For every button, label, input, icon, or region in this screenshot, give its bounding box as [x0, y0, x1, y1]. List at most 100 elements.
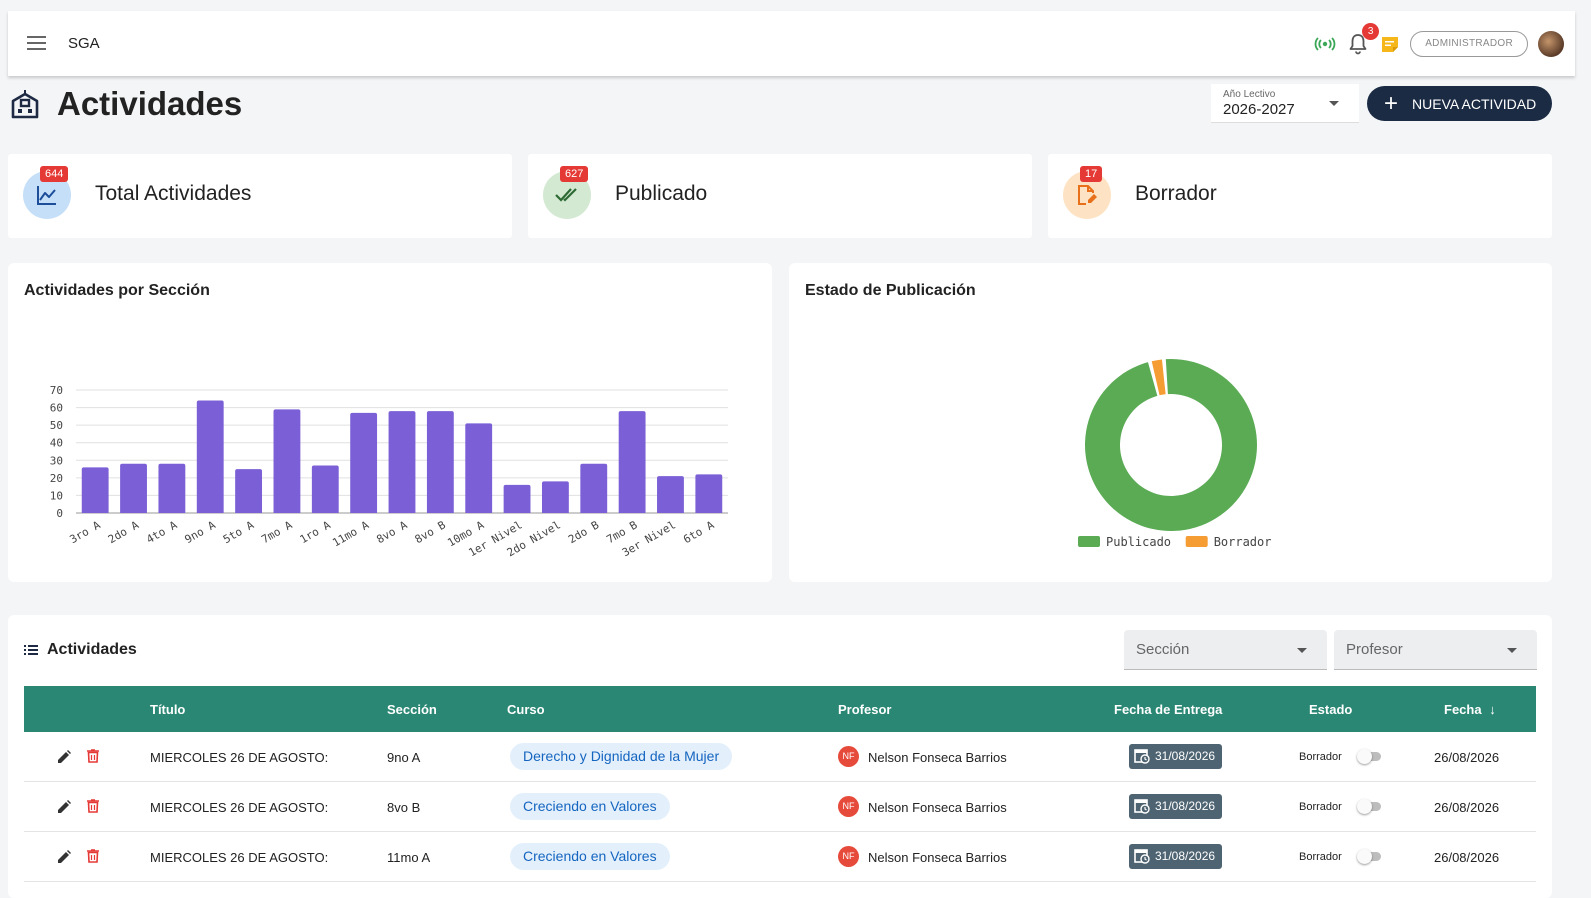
bar[interactable] — [388, 411, 416, 513]
stat-count-badge: 627 — [560, 166, 589, 182]
topbar-actions: 3 ADMINISTRADOR — [1314, 23, 1564, 59]
x-tick-label: 3ro A — [67, 518, 103, 546]
school-year-label: Año Lectivo — [1223, 89, 1276, 100]
bar[interactable] — [350, 412, 378, 513]
bar[interactable] — [235, 469, 263, 513]
pencil-icon[interactable] — [57, 750, 71, 764]
section-filter-label: Sección — [1136, 641, 1190, 658]
bar[interactable] — [311, 465, 339, 513]
trash-icon[interactable] — [87, 799, 99, 813]
stat-label: Borrador — [1135, 182, 1217, 205]
x-tick-label: 8vo A — [374, 518, 410, 546]
x-tick-label: 8vo B — [413, 518, 449, 546]
col-course[interactable]: Curso — [507, 702, 545, 717]
stat-card-total: 644 Total Actividades — [8, 154, 512, 238]
table-row: MIERCOLES 26 DE AGOSTO: 9no A Derecho y … — [24, 732, 1536, 782]
y-tick-label: 40 — [50, 437, 63, 450]
broadcast-icon[interactable] — [1314, 37, 1336, 51]
y-tick-label: 10 — [50, 489, 63, 502]
course-chip[interactable]: Creciendo en Valores — [510, 793, 670, 820]
due-date: 31/08/2026 — [1155, 799, 1216, 813]
bar[interactable] — [465, 423, 493, 513]
col-teacher[interactable]: Profesor — [838, 702, 892, 717]
row-section: 9no A — [387, 750, 421, 765]
notifications-button[interactable]: 3 — [1346, 23, 1380, 56]
bar-chart: 0 10 20 30 40 50 60 70 3ro A 2do A 4to A 9no A 5to A… — [50, 384, 728, 559]
chevron-down-icon — [1297, 648, 1307, 653]
publish-toggle[interactable] — [1357, 799, 1383, 814]
school-year-select[interactable]: Año Lectivo 2026-2027 — [1211, 84, 1359, 123]
y-tick-label: 30 — [50, 454, 63, 467]
trash-icon[interactable] — [87, 849, 99, 863]
pencil-icon[interactable] — [57, 800, 71, 814]
row-section: 11mo A — [387, 850, 431, 865]
bar[interactable] — [273, 409, 301, 513]
x-tick-label: 5to A — [221, 518, 257, 546]
donut-slice[interactable] — [1151, 359, 1166, 396]
col-title[interactable]: Título — [150, 702, 186, 717]
x-tick-label: 2do A — [106, 518, 142, 546]
due-date-chip: 31/08/2026 — [1129, 794, 1223, 819]
x-tick-label: 2do B — [566, 518, 602, 546]
bar[interactable] — [695, 474, 723, 513]
col-status[interactable]: Estado — [1309, 702, 1353, 717]
col-section[interactable]: Sección — [387, 702, 437, 717]
due-date-chip: 31/08/2026 — [1129, 844, 1223, 869]
double-check-icon — [555, 188, 577, 202]
bar[interactable] — [158, 463, 186, 513]
course-chip[interactable]: Creciendo en Valores — [510, 843, 670, 870]
teacher-filter-label: Profesor — [1346, 641, 1403, 658]
table-title: Actividades — [47, 641, 137, 658]
row-title: MIERCOLES 26 DE AGOSTO: — [150, 750, 329, 765]
row-title: MIERCOLES 26 DE AGOSTO: — [150, 800, 329, 815]
due-date: 31/08/2026 — [1155, 749, 1216, 763]
sticky-note-icon[interactable] — [1380, 34, 1400, 54]
bar[interactable] — [618, 411, 646, 513]
row-status: Borrador — [1299, 801, 1342, 813]
publish-toggle[interactable] — [1357, 749, 1383, 764]
donut-chart-title: Estado de Publicación — [805, 282, 976, 299]
row-title: MIERCOLES 26 DE AGOSTO: — [150, 850, 329, 865]
row-date: 26/08/2026 — [1434, 750, 1500, 765]
bar[interactable] — [81, 467, 109, 513]
x-tick-label: 9no A — [183, 518, 219, 546]
donut-slice[interactable] — [1085, 359, 1257, 531]
bar[interactable] — [426, 411, 454, 513]
edit-document-icon — [1078, 185, 1097, 205]
arrow-down-icon: ↓ — [1489, 702, 1496, 717]
trash-icon[interactable] — [87, 749, 99, 763]
bar[interactable] — [541, 481, 569, 513]
user-avatar[interactable] — [1538, 31, 1564, 57]
table-head: Título Sección Curso Profesor Fecha de E… — [24, 686, 1536, 732]
section-filter-select[interactable]: Sección — [1124, 630, 1327, 670]
bar[interactable] — [580, 463, 608, 513]
bar[interactable] — [503, 484, 531, 513]
bar-chart-panel: Actividades por Sección 0 10 20 30 40 50 60 70 3… — [8, 263, 772, 582]
bar[interactable] — [120, 463, 147, 513]
calendar-clock-icon — [1134, 799, 1150, 814]
table-header: Actividades — [24, 641, 137, 659]
teacher-filter-select[interactable]: Profesor — [1334, 630, 1537, 670]
publish-toggle[interactable] — [1357, 849, 1383, 864]
hamburger-menu-icon[interactable] — [27, 36, 46, 50]
bar[interactable] — [657, 476, 684, 513]
pencil-icon[interactable] — [57, 850, 71, 864]
calendar-clock-icon — [1134, 849, 1150, 864]
new-activity-button[interactable]: + NUEVA ACTIVIDAD — [1367, 86, 1552, 121]
row-status: Borrador — [1299, 851, 1342, 863]
col-date[interactable]: Fecha ↓ — [1444, 702, 1496, 717]
stat-count-badge: 17 — [1080, 166, 1103, 182]
calendar-clock-icon — [1134, 749, 1150, 764]
bar[interactable] — [196, 400, 224, 513]
activities-table-card: Actividades Sección Profesor Título Secc… — [8, 615, 1552, 898]
legend-swatch — [1078, 536, 1100, 547]
role-chip[interactable]: ADMINISTRADOR — [1410, 31, 1528, 57]
top-app-bar: SGA 3 ADMINISTRADOR — [8, 11, 1575, 76]
bell-icon — [1349, 34, 1367, 55]
stat-count-badge: 644 — [40, 166, 69, 182]
course-chip[interactable]: Derecho y Dignidad de la Mujer — [510, 743, 733, 770]
col-date-label: Fecha — [1444, 702, 1482, 717]
notification-badge: 3 — [1362, 23, 1380, 40]
col-due-date[interactable]: Fecha de Entrega — [1114, 702, 1223, 717]
row-date: 26/08/2026 — [1434, 800, 1500, 815]
